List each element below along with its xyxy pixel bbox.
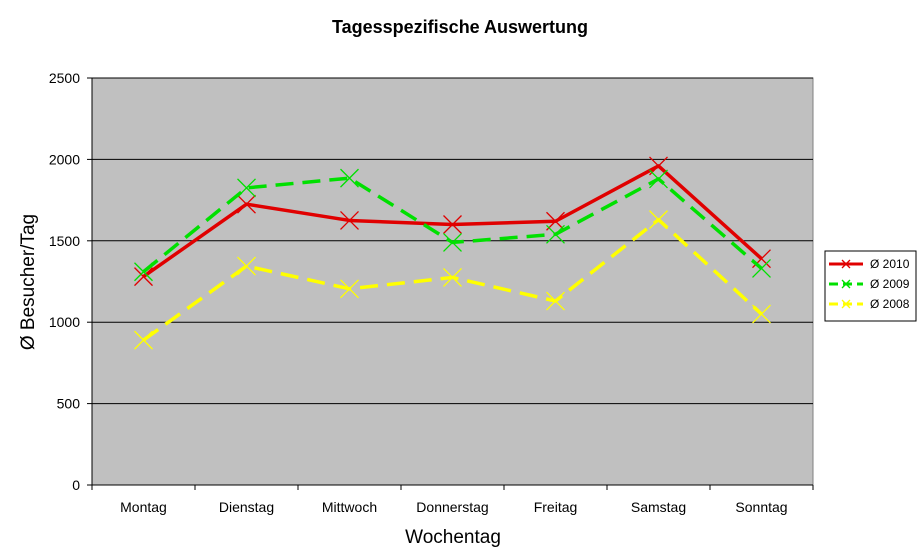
- x-tick-label: Mittwoch: [322, 499, 377, 515]
- data-point: [443, 215, 462, 234]
- data-point: [237, 194, 256, 214]
- x-axis-title: Wochentag: [405, 527, 501, 548]
- data-point: [134, 330, 153, 350]
- legend-label: Ø 2008: [870, 297, 910, 311]
- y-tick-label: 2500: [49, 70, 80, 86]
- data-point: [340, 279, 359, 299]
- chart-title: Tagesspezifische Auswertung: [332, 17, 588, 37]
- legend-label: Ø 2010: [870, 257, 910, 271]
- x-tick-label: Donnerstag: [416, 499, 488, 515]
- data-point: [134, 267, 153, 287]
- data-point: [546, 211, 565, 231]
- data-point: [340, 210, 359, 230]
- x-tick-label: Sonntag: [735, 499, 787, 515]
- data-point: [546, 291, 565, 311]
- series: [134, 156, 771, 287]
- legend-marker: [841, 259, 851, 269]
- x-tick-label: Freitag: [534, 499, 578, 515]
- data-point: [649, 210, 668, 230]
- data-point: [443, 232, 462, 252]
- y-tick-label: 1500: [49, 233, 80, 249]
- data-point: [649, 156, 668, 176]
- x-tick-label: Dienstag: [219, 499, 274, 515]
- legend-marker: [841, 279, 851, 289]
- legend-entry: Ø 2008: [829, 297, 910, 311]
- legend-entry: Ø 2009: [829, 277, 910, 291]
- data-point: [237, 178, 256, 198]
- data-point: [546, 224, 565, 244]
- y-tick-label: 2000: [49, 151, 80, 167]
- y-axis-title: Ø Besucher/Tag: [18, 214, 39, 350]
- y-tick-label: 0: [72, 477, 80, 493]
- series: [134, 168, 771, 282]
- data-point: [443, 267, 462, 287]
- data-point: [134, 262, 153, 282]
- y-tick-label: 1000: [49, 314, 80, 330]
- legend-entry: Ø 2010: [829, 257, 910, 271]
- legend-label: Ø 2009: [870, 277, 910, 291]
- data-point: [237, 256, 256, 276]
- legend: Ø 2010 Ø 2009 Ø 2008: [824, 250, 917, 322]
- y-tick-label: 500: [57, 396, 81, 412]
- data-point: [649, 169, 668, 189]
- series: [134, 210, 771, 350]
- plot-area: [91, 77, 814, 486]
- series-layer: [134, 156, 771, 350]
- x-tick-label: Samstag: [631, 499, 686, 515]
- legend-marker: [841, 299, 851, 309]
- axes: 0 500 1000 1500 2000 2500 Montag Dienstag Mittwo…: [49, 70, 814, 515]
- data-point: [752, 259, 771, 278]
- data-point: [752, 304, 771, 324]
- x-tick-label: Montag: [120, 499, 167, 515]
- data-point: [340, 168, 359, 188]
